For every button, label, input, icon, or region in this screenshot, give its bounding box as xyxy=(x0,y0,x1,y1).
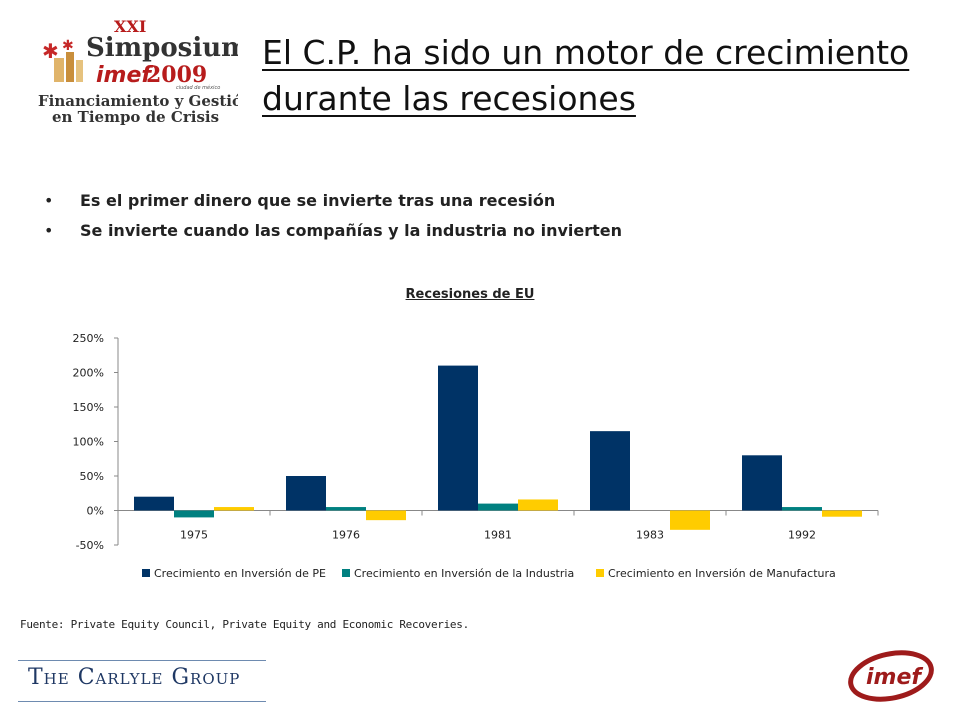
logo-city: ciudad de méxico xyxy=(176,84,220,91)
x-tick-label: 1975 xyxy=(180,529,208,542)
imef-swoosh-icon xyxy=(848,650,934,702)
carlyle-wordmark: The Carlyle Group xyxy=(28,665,241,690)
bar xyxy=(214,507,254,511)
source-note: Fuente: Private Equity Council, Private … xyxy=(20,618,469,631)
bar xyxy=(782,507,822,511)
bar xyxy=(590,431,630,511)
bar xyxy=(822,510,862,517)
bar xyxy=(670,510,710,530)
bar xyxy=(174,510,214,518)
imef-wordmark: imef xyxy=(866,665,923,690)
y-tick-label: 250% xyxy=(73,332,104,345)
logo-event: Simposium xyxy=(86,33,238,63)
bar xyxy=(742,455,782,511)
svg-text:✱: ✱ xyxy=(42,39,59,63)
y-tick-label: 0% xyxy=(87,505,104,518)
bar xyxy=(438,365,478,511)
bar xyxy=(478,503,518,511)
legend-swatch xyxy=(596,569,604,577)
x-tick-label: 1976 xyxy=(332,529,360,542)
legend-swatch xyxy=(142,569,150,577)
legend-label: Crecimiento en Inversión de la Industria xyxy=(354,567,574,580)
simposium-logo: XXI ✱ ✱ Simposium imef 2009 ciudad de mé… xyxy=(38,17,238,126)
legend-label: Crecimiento en Inversión de PE xyxy=(154,567,326,580)
x-tick-label: 1992 xyxy=(788,529,816,542)
bullet-item: Es el primer dinero que se invierte tras… xyxy=(44,186,622,216)
bar xyxy=(326,507,366,511)
y-tick-label: -50% xyxy=(76,539,104,552)
y-tick-label: 200% xyxy=(73,367,104,380)
bar xyxy=(518,499,558,511)
x-tick-label: 1981 xyxy=(484,529,512,542)
bar-chart: -50% 0% 50% 100% 150% 200% 250% 1975 1976 1981 198… xyxy=(73,332,879,580)
y-tick-label: 100% xyxy=(73,436,104,449)
logo-year: 2009 xyxy=(146,62,207,88)
chart-title: Recesiones de EU xyxy=(405,287,535,302)
x-tick-label: 1983 xyxy=(636,529,664,542)
slide-title: El C.P. ha sido un motor de crecimiento … xyxy=(262,33,910,118)
logo-emblem-icon: ✱ ✱ xyxy=(42,38,83,82)
y-tick-label: 50% xyxy=(80,470,104,483)
bar xyxy=(134,496,174,511)
logo-line2: en Tiempo de Crisis xyxy=(52,108,219,126)
imef-logo: imef xyxy=(848,650,934,702)
logo-numeral: XXI xyxy=(114,17,146,36)
logo-line1: Financiamiento y Gestión xyxy=(38,92,238,110)
carlyle-logo: The Carlyle Group xyxy=(18,660,266,702)
legend-label: Crecimiento en Inversión de Manufactura xyxy=(608,567,836,580)
logo-brand: imef xyxy=(96,63,153,88)
legend-swatch xyxy=(342,569,350,577)
svg-text:✱: ✱ xyxy=(62,38,74,54)
bar xyxy=(286,476,326,511)
bullet-item: Se invierte cuando las compañías y la in… xyxy=(44,216,622,246)
bullet-list: Es el primer dinero que se invierte tras… xyxy=(44,186,622,246)
bar xyxy=(366,510,406,521)
y-tick-label: 150% xyxy=(73,401,104,414)
